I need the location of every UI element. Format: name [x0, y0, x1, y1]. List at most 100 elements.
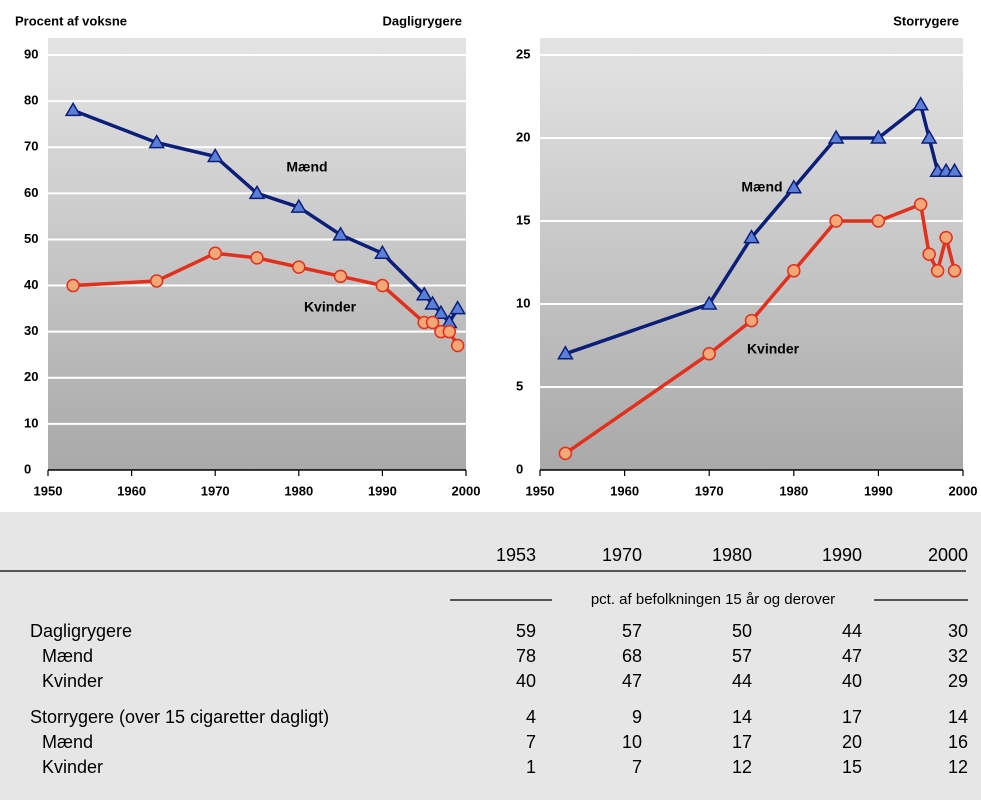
marker	[425, 315, 440, 330]
cell: 4	[526, 707, 536, 727]
marker	[248, 184, 266, 200]
chart-title: Dagligrygere	[383, 13, 462, 28]
x-tick-label: 1950	[526, 483, 555, 498]
cell: 14	[948, 707, 968, 727]
marker	[415, 286, 433, 301]
y-tick-label: 20	[516, 129, 530, 144]
marker	[743, 229, 760, 244]
cell: 17	[842, 707, 862, 727]
cell: 68	[622, 646, 642, 666]
cell: 44	[732, 671, 752, 691]
x-tick-label: 1970	[695, 483, 724, 498]
y-tick-label: 40	[24, 277, 38, 292]
marker	[442, 324, 457, 339]
row-label: Dagligrygere	[30, 621, 132, 641]
marker	[424, 295, 441, 310]
series-label: Mænd	[286, 159, 327, 175]
row-label: Mænd	[42, 646, 93, 666]
cell: 78	[516, 646, 536, 666]
marker	[744, 313, 759, 328]
row-label: Mænd	[42, 732, 93, 752]
y-tick-label: 20	[24, 369, 38, 384]
cell: 7	[632, 757, 642, 777]
marker	[787, 264, 801, 278]
column-header: 1990	[822, 545, 862, 565]
x-tick-label: 1990	[864, 483, 893, 498]
cell: 12	[732, 757, 752, 777]
chart-title: Storrygere	[893, 13, 959, 28]
y-tick-label: 30	[24, 323, 38, 338]
marker	[920, 129, 938, 144]
y-tick-label: 80	[24, 93, 38, 108]
marker	[332, 226, 349, 241]
marker	[149, 274, 164, 288]
x-tick-label: 1960	[117, 483, 146, 498]
marker	[946, 162, 963, 177]
marker	[558, 446, 573, 461]
marker	[947, 264, 962, 278]
x-tick-label: 1970	[201, 483, 230, 498]
column-header: 1970	[602, 545, 642, 565]
cell: 9	[632, 707, 642, 727]
cell: 1	[526, 757, 536, 777]
marker	[827, 129, 845, 144]
marker	[374, 244, 391, 260]
column-header: 2000	[928, 545, 968, 565]
x-tick-label: 1980	[284, 483, 313, 498]
y-tick-label: 90	[24, 46, 38, 61]
cell: 10	[622, 732, 642, 752]
marker	[702, 347, 716, 361]
series-label: Mænd	[741, 179, 782, 195]
marker	[449, 300, 466, 315]
row-label: Kvinder	[42, 671, 103, 691]
cell: 16	[948, 732, 968, 752]
cell: 40	[516, 671, 536, 691]
marker	[870, 129, 887, 144]
marker	[557, 345, 574, 360]
cell: 29	[948, 671, 968, 691]
y-tick-label: 70	[24, 139, 38, 154]
marker	[930, 264, 945, 278]
cell: 32	[948, 646, 968, 666]
marker	[829, 214, 843, 228]
x-tick-label: 2000	[949, 483, 978, 498]
y-tick-label: 10	[516, 295, 530, 310]
y-tick-label: 0	[24, 461, 31, 476]
cell: 30	[948, 621, 968, 641]
y-tick-label: 5	[516, 378, 523, 393]
cell: 57	[732, 646, 752, 666]
x-tick-label: 1980	[779, 483, 808, 498]
cell: 15	[842, 757, 862, 777]
cell: 7	[526, 732, 536, 752]
marker	[432, 304, 450, 319]
row-label: Kvinder	[42, 757, 103, 777]
y-tick-label: 10	[24, 415, 38, 430]
cell: 44	[842, 621, 862, 641]
y-tick-label: 60	[24, 185, 38, 200]
marker	[206, 147, 224, 163]
y-tick-label: 25	[516, 46, 530, 61]
marker	[333, 269, 348, 284]
marker	[292, 260, 306, 274]
cell: 47	[842, 646, 862, 666]
table-background	[0, 512, 981, 800]
x-tick-label: 2000	[452, 483, 481, 498]
row-label: Storrygere (over 15 cigaretter dagligt)	[30, 707, 329, 727]
series-label: Kvinder	[304, 299, 357, 315]
cell: 20	[842, 732, 862, 752]
cell: 47	[622, 671, 642, 691]
cell: 17	[732, 732, 752, 752]
marker	[290, 198, 308, 213]
plot-area	[540, 38, 963, 470]
column-header: 1980	[712, 545, 752, 565]
marker	[785, 179, 803, 194]
column-header: 1953	[496, 545, 536, 565]
marker	[913, 197, 928, 212]
marker	[450, 338, 465, 353]
y-tick-label: 15	[516, 212, 530, 227]
x-tick-label: 1990	[368, 483, 397, 498]
marker	[912, 96, 930, 111]
cell: 12	[948, 757, 968, 777]
cell: 14	[732, 707, 752, 727]
